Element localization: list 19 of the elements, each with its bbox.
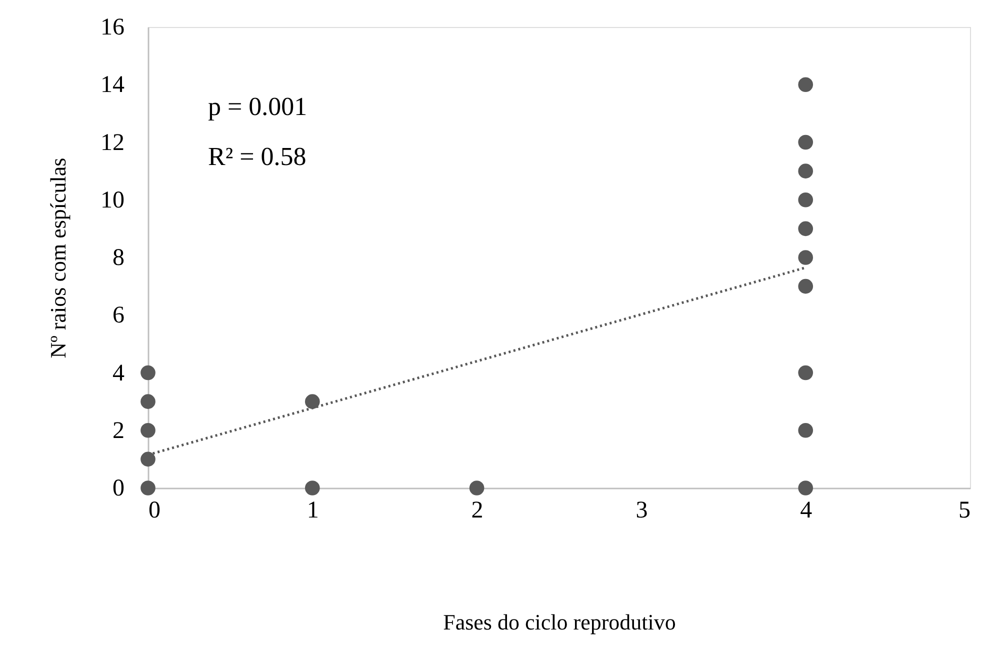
- y-tick-label: 2: [112, 418, 124, 444]
- x-tick-label: 4: [800, 498, 812, 524]
- y-tick-label: 12: [100, 130, 124, 156]
- x-tick-label: 0: [148, 498, 160, 524]
- x-tick-label: 3: [636, 498, 648, 524]
- y-tick-label: 0: [112, 476, 124, 502]
- x-tick-label: 1: [306, 498, 319, 524]
- y-tick-label: 16: [100, 14, 124, 40]
- x-tick-label: 5: [958, 498, 970, 524]
- y-tick-label: 4: [112, 360, 124, 386]
- y-tick-label: 14: [100, 72, 124, 98]
- y-tick-label: 6: [112, 302, 124, 329]
- y-tick-label: 8: [112, 245, 124, 271]
- x-axis-title: Fases do ciclo reprodutivo: [443, 610, 676, 634]
- annotation: R² = 0.58: [208, 142, 306, 171]
- y-axis-title: Nº raios com espículas: [46, 158, 70, 358]
- annotation: p = 0.001: [208, 92, 308, 121]
- x-tick-label: 2: [471, 498, 484, 524]
- y-tick-label: 10: [100, 187, 124, 214]
